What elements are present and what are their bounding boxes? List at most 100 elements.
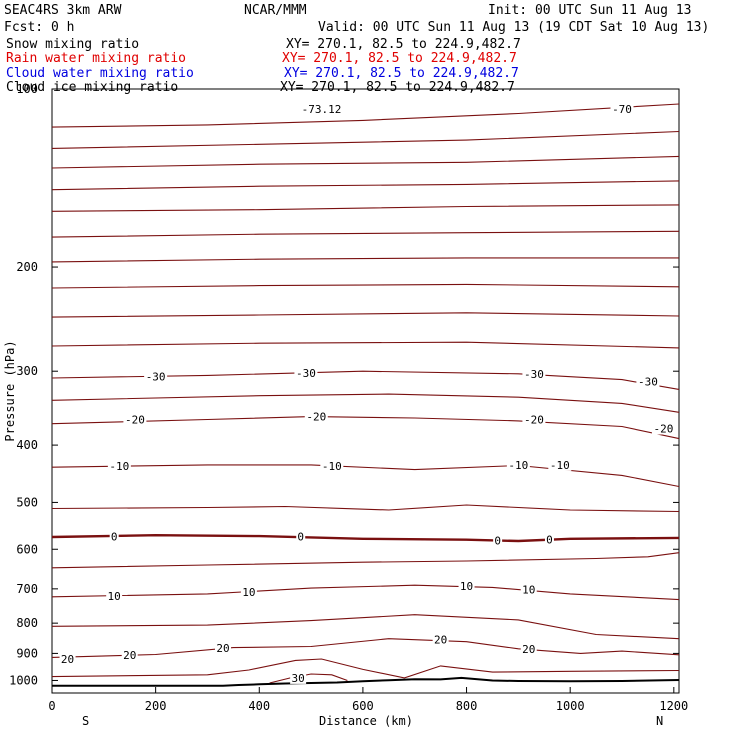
x-tick-label: 1000 [556, 699, 585, 713]
isotherm-line [51, 103, 680, 128]
field-name-cloud-water: Cloud water mixing ratio [6, 66, 194, 81]
x-tick-label: 400 [248, 699, 270, 713]
contour-label-bg [299, 102, 344, 115]
contour-label-bg [59, 653, 76, 666]
x-axis-title: Distance (km) [319, 714, 413, 728]
isotherm-line [51, 341, 680, 349]
x-tick-label: 0 [48, 699, 55, 713]
y-tick-label: 300 [16, 364, 38, 378]
contour-label: -30 [638, 375, 658, 388]
terrain-layer [52, 676, 680, 687]
isotherm-contours [51, 103, 680, 684]
contour-label: 20 [522, 643, 535, 656]
y-tick-label: 900 [16, 646, 38, 660]
isotherm-line [51, 130, 680, 149]
contour-label-bg [240, 585, 257, 598]
contour-label: 20 [216, 642, 229, 655]
contour-label: 10 [522, 584, 535, 597]
contour-label: -10 [322, 460, 342, 473]
contour-label: -10 [550, 459, 570, 472]
contour-label-bg [294, 366, 318, 379]
contour-label-bg [651, 422, 675, 435]
contour-label-bg [123, 413, 147, 426]
terrain-line [52, 676, 680, 687]
isotherm-line [51, 504, 680, 513]
contour-label-bg [304, 410, 328, 423]
contour-label-bg [520, 642, 537, 655]
contour-label: -20 [306, 411, 326, 424]
y-tick-label: 800 [16, 616, 38, 630]
isotherm-line [51, 283, 680, 289]
y-tick-label: 200 [16, 260, 38, 274]
isotherm-line [51, 257, 679, 263]
contour-label-bg [520, 583, 537, 596]
contour-label: -10 [508, 459, 528, 472]
contour-label: -10 [109, 460, 129, 473]
field-xy-snow: XY= 270.1, 82.5 to 224.9,482.7 [286, 37, 521, 52]
isotherm-line [51, 584, 680, 601]
left-end-label: S [82, 714, 89, 728]
isotherm-line [269, 673, 348, 684]
isotherm-line [51, 370, 680, 390]
contour-label: 10 [460, 580, 473, 593]
isotherm-line [51, 614, 680, 640]
y-tick-label: 500 [16, 495, 38, 509]
isotherm-line [51, 312, 680, 318]
y-tick-label: 400 [16, 438, 38, 452]
contour-label-bg [144, 370, 168, 383]
field-name-cloud-ice: Cloud ice mixing ratio [6, 80, 179, 95]
isotherm-line [51, 230, 680, 238]
right-end-label: N [656, 714, 663, 728]
field-xy-cloud-ice: XY= 270.1, 82.5 to 224.9,482.7 [280, 80, 515, 95]
org-label: NCAR/MMM [244, 3, 307, 18]
valid-time: Valid: 00 UTC Sun 11 Aug 13 (19 CDT Sat … [318, 20, 710, 35]
plot-area: -73.12 -70 -30 -30 -30 -30 -20 -20 -20 -20 -10 -10 -… [9, 82, 688, 713]
plot-frame [51, 88, 680, 694]
contour-label-bg [215, 642, 231, 655]
contour-label-bg [458, 579, 475, 592]
contour-label-bg [290, 671, 307, 684]
contour-label: -73.12 [302, 103, 342, 116]
contour-label-bg [109, 530, 119, 543]
contour-label: -20 [524, 413, 544, 426]
isotherm-line [51, 464, 680, 488]
contour-label-bg [320, 460, 344, 473]
contour-label-bg [121, 648, 138, 661]
field-xy-cloud-water: XY= 270.1, 82.5 to 224.9,482.7 [284, 66, 519, 81]
contour-label-bg [106, 590, 123, 603]
contour-label-bg [432, 633, 449, 646]
contour-label: 20 [434, 634, 447, 647]
isotherm-line [51, 533, 680, 543]
contour-label: 0 [494, 535, 501, 548]
isotherm-line [51, 416, 680, 440]
x-tick-label: 1200 [659, 699, 688, 713]
isotherm-line [51, 393, 680, 413]
contour-label-bg [548, 458, 572, 471]
contour-label-bg [493, 534, 503, 547]
contour-label-bg [107, 460, 131, 473]
contour-label-bg [296, 530, 306, 543]
contour-label: -20 [125, 413, 145, 426]
contour-label-bg [636, 375, 660, 388]
contour-label-bg [610, 102, 634, 115]
isotherm-line [51, 155, 680, 169]
isotherm-line [51, 552, 680, 569]
contour-labels: -73.12 -70 -30 -30 -30 -30 -20 -20 -20 -20 -10 -10 -… [59, 102, 675, 685]
isotherm-line [51, 638, 680, 658]
x-tick-label: 800 [456, 699, 478, 713]
isotherm-line [51, 658, 680, 679]
contour-label: 20 [61, 653, 74, 666]
field-name-snow: Snow mixing ratio [6, 37, 140, 52]
contour-label-bg [522, 367, 546, 380]
y-tick-label: 700 [16, 582, 38, 596]
contour-label-bg [506, 458, 530, 471]
field-xy-rain: XY= 270.1, 82.5 to 224.9,482.7 [282, 51, 517, 66]
isotherm-line [51, 204, 680, 212]
contour-label: 10 [242, 586, 255, 599]
contour-label: -20 [654, 423, 674, 436]
field-name-rain: Rain water mixing ratio [6, 51, 187, 66]
x-tick-label: 200 [145, 699, 167, 713]
y-tick-label: 600 [16, 542, 38, 556]
contour-label: -30 [296, 367, 316, 380]
